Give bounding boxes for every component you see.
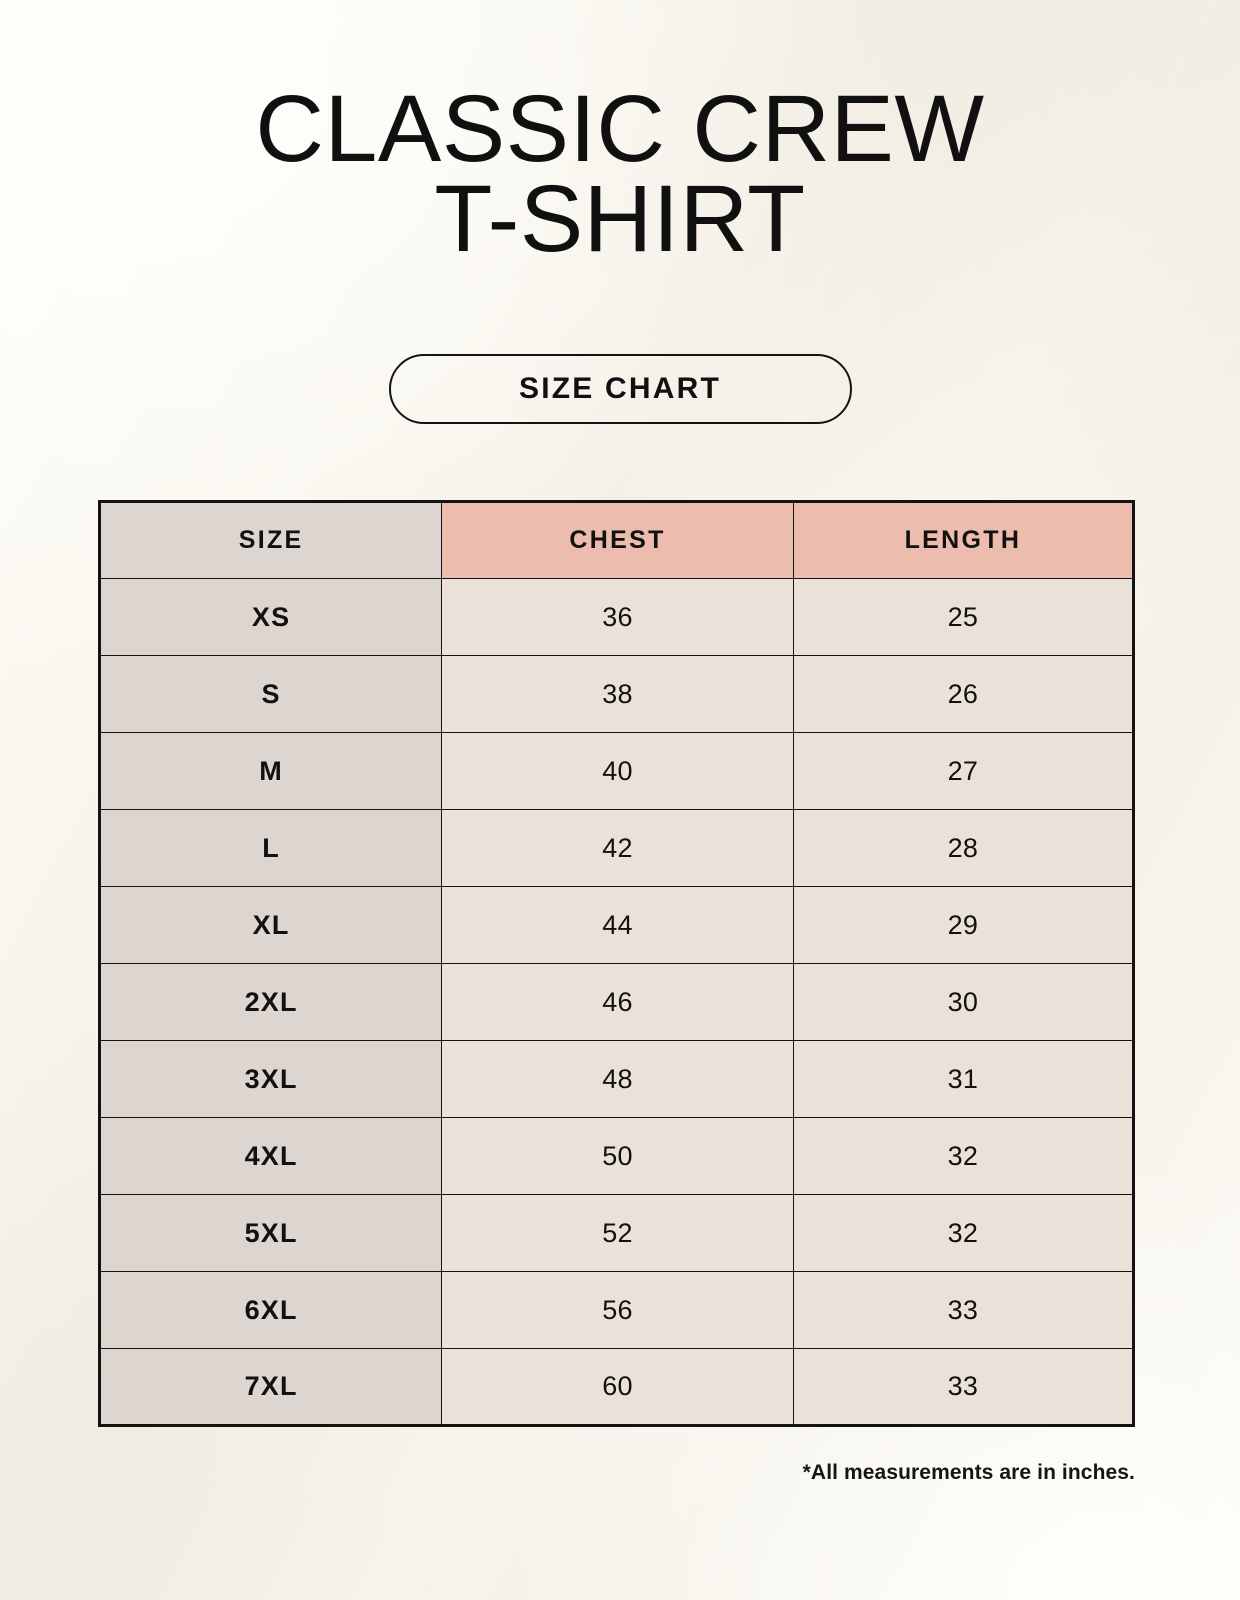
page-title: CLASSIC CREW T-SHIRT xyxy=(255,76,985,273)
cell-chest: 56 xyxy=(441,1271,794,1349)
cell-size: 3XL xyxy=(98,1040,443,1118)
cell-length: 25 xyxy=(792,578,1135,656)
cell-size: S xyxy=(98,655,443,733)
table-row: XL 44 29 xyxy=(98,886,1135,964)
table-row: S 38 26 xyxy=(98,655,1135,733)
cell-size: 5XL xyxy=(98,1194,443,1272)
table-row: L 42 28 xyxy=(98,809,1135,887)
cell-chest: 42 xyxy=(441,809,794,887)
table-row: 3XL 48 31 xyxy=(98,1040,1135,1118)
cell-length: 33 xyxy=(792,1348,1135,1426)
table-row: 5XL 52 32 xyxy=(98,1194,1135,1272)
table-row: 6XL 56 33 xyxy=(98,1271,1135,1349)
badge-container: SIZE CHART xyxy=(0,354,1240,424)
table-row: 2XL 46 30 xyxy=(98,963,1135,1041)
cell-size: 7XL xyxy=(98,1348,443,1426)
cell-chest: 44 xyxy=(441,886,794,964)
table-body: XS 36 25 S 38 26 M 40 27 L 42 28 xyxy=(98,578,1135,1426)
column-header-length: LENGTH xyxy=(792,501,1135,579)
table-header: SIZE CHEST LENGTH xyxy=(98,501,1135,579)
cell-length: 26 xyxy=(792,655,1135,733)
cell-size: M xyxy=(98,732,443,810)
cell-length: 30 xyxy=(792,963,1135,1041)
cell-size: 4XL xyxy=(98,1117,443,1195)
cell-length: 32 xyxy=(792,1117,1135,1195)
cell-chest: 46 xyxy=(441,963,794,1041)
cell-length: 27 xyxy=(792,732,1135,810)
cell-chest: 60 xyxy=(441,1348,794,1426)
cell-size: 2XL xyxy=(98,963,443,1041)
cell-size: XS xyxy=(98,578,443,656)
table-header-row: SIZE CHEST LENGTH xyxy=(98,501,1135,579)
cell-size: XL xyxy=(98,886,443,964)
size-chart-badge: SIZE CHART xyxy=(388,354,852,424)
cell-length: 28 xyxy=(792,809,1135,887)
cell-length: 33 xyxy=(792,1271,1135,1349)
measurements-footnote: *All measurements are in inches. xyxy=(802,1461,1135,1484)
column-header-size: SIZE xyxy=(98,501,443,579)
size-table: SIZE CHEST LENGTH XS 36 25 S 38 26 M xyxy=(98,500,1135,1427)
cell-size: L xyxy=(98,809,443,887)
cell-size: 6XL xyxy=(98,1271,443,1349)
cell-length: 32 xyxy=(792,1194,1135,1272)
table-row: M 40 27 xyxy=(98,732,1135,810)
cell-length: 29 xyxy=(792,886,1135,964)
cell-chest: 50 xyxy=(441,1117,794,1195)
column-header-chest: CHEST xyxy=(441,501,794,579)
cell-chest: 36 xyxy=(441,578,794,656)
table-row: 4XL 50 32 xyxy=(98,1117,1135,1195)
cell-length: 31 xyxy=(792,1040,1135,1118)
cell-chest: 38 xyxy=(441,655,794,733)
cell-chest: 48 xyxy=(441,1040,794,1118)
table-row: 7XL 60 33 xyxy=(98,1348,1135,1426)
table-row: XS 36 25 xyxy=(98,578,1135,656)
cell-chest: 40 xyxy=(441,732,794,810)
size-table-container: SIZE CHEST LENGTH XS 36 25 S 38 26 M xyxy=(98,500,1135,1427)
cell-chest: 52 xyxy=(441,1194,794,1272)
